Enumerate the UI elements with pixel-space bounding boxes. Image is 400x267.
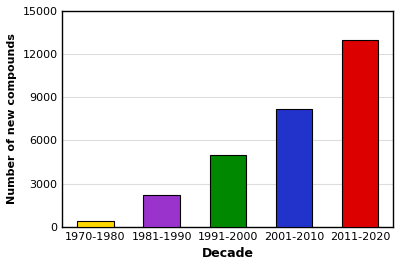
Bar xyxy=(342,40,378,227)
Bar xyxy=(210,155,246,227)
Y-axis label: Number of new compounds: Number of new compounds xyxy=(7,33,17,204)
X-axis label: Decade: Decade xyxy=(202,247,254,260)
Bar xyxy=(144,195,180,227)
Bar xyxy=(77,221,114,227)
Bar xyxy=(276,109,312,227)
